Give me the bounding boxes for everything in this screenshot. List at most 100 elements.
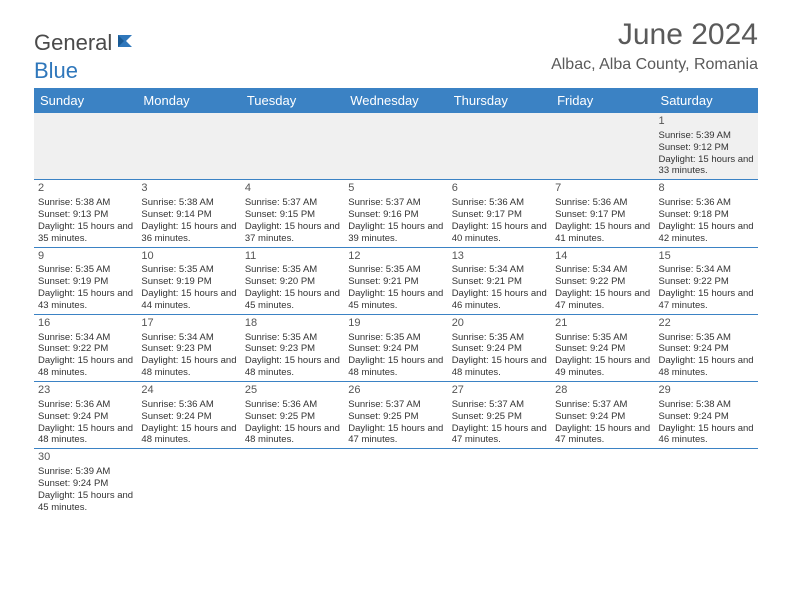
logo: General	[34, 30, 144, 56]
calendar: Sunday Monday Tuesday Wednesday Thursday…	[34, 88, 758, 516]
sunset-text: Sunset: 9:19 PM	[38, 276, 133, 288]
daylight-text: Daylight: 15 hours and 47 minutes.	[555, 423, 650, 447]
week-row: 30Sunrise: 5:39 AMSunset: 9:24 PMDayligh…	[34, 449, 758, 515]
location-text: Albac, Alba County, Romania	[551, 56, 758, 74]
day-number: 18	[245, 317, 340, 331]
sunset-text: Sunset: 9:22 PM	[555, 276, 650, 288]
daylight-text: Daylight: 15 hours and 48 minutes.	[141, 423, 236, 447]
day-number: 15	[659, 250, 754, 264]
daylight-text: Daylight: 15 hours and 35 minutes.	[38, 221, 133, 245]
sunset-text: Sunset: 9:21 PM	[452, 276, 547, 288]
day-number: 20	[452, 317, 547, 331]
calendar-cell: 5Sunrise: 5:37 AMSunset: 9:16 PMDaylight…	[344, 180, 447, 246]
sunset-text: Sunset: 9:24 PM	[38, 411, 133, 423]
daylight-text: Daylight: 15 hours and 48 minutes.	[141, 355, 236, 379]
calendar-cell	[448, 449, 551, 515]
day-number: 23	[38, 384, 133, 398]
day-number: 7	[555, 182, 650, 196]
sunset-text: Sunset: 9:24 PM	[555, 343, 650, 355]
daylight-text: Daylight: 15 hours and 33 minutes.	[659, 154, 754, 178]
weeks-container: 1Sunrise: 5:39 AMSunset: 9:12 PMDaylight…	[34, 113, 758, 516]
sunrise-text: Sunrise: 5:38 AM	[659, 399, 754, 411]
day-headers-row: Sunday Monday Tuesday Wednesday Thursday…	[34, 88, 758, 113]
daylight-text: Daylight: 15 hours and 48 minutes.	[659, 355, 754, 379]
sunset-text: Sunset: 9:24 PM	[659, 411, 754, 423]
sunset-text: Sunset: 9:15 PM	[245, 209, 340, 221]
calendar-cell: 18Sunrise: 5:35 AMSunset: 9:23 PMDayligh…	[241, 315, 344, 381]
calendar-cell: 29Sunrise: 5:38 AMSunset: 9:24 PMDayligh…	[655, 382, 758, 448]
sunrise-text: Sunrise: 5:37 AM	[555, 399, 650, 411]
calendar-cell: 6Sunrise: 5:36 AMSunset: 9:17 PMDaylight…	[448, 180, 551, 246]
daylight-text: Daylight: 15 hours and 42 minutes.	[659, 221, 754, 245]
day-number: 27	[452, 384, 547, 398]
day-number: 1	[659, 115, 754, 129]
daylight-text: Daylight: 15 hours and 43 minutes.	[38, 288, 133, 312]
day-number: 13	[452, 250, 547, 264]
sunrise-text: Sunrise: 5:34 AM	[555, 264, 650, 276]
day-header-tuesday: Tuesday	[241, 88, 344, 113]
calendar-cell: 2Sunrise: 5:38 AMSunset: 9:13 PMDaylight…	[34, 180, 137, 246]
daylight-text: Daylight: 15 hours and 40 minutes.	[452, 221, 547, 245]
day-number: 28	[555, 384, 650, 398]
day-number: 11	[245, 250, 340, 264]
day-header-saturday: Saturday	[655, 88, 758, 113]
sunset-text: Sunset: 9:13 PM	[38, 209, 133, 221]
calendar-cell: 8Sunrise: 5:36 AMSunset: 9:18 PMDaylight…	[655, 180, 758, 246]
calendar-cell: 25Sunrise: 5:36 AMSunset: 9:25 PMDayligh…	[241, 382, 344, 448]
daylight-text: Daylight: 15 hours and 48 minutes.	[245, 423, 340, 447]
calendar-cell: 27Sunrise: 5:37 AMSunset: 9:25 PMDayligh…	[448, 382, 551, 448]
calendar-cell: 21Sunrise: 5:35 AMSunset: 9:24 PMDayligh…	[551, 315, 654, 381]
logo-text-blue: Blue	[34, 58, 78, 84]
day-number: 12	[348, 250, 443, 264]
sunrise-text: Sunrise: 5:35 AM	[348, 332, 443, 344]
calendar-cell	[137, 449, 240, 515]
logo-flag-icon	[116, 31, 144, 56]
sunset-text: Sunset: 9:24 PM	[555, 411, 650, 423]
week-row: 23Sunrise: 5:36 AMSunset: 9:24 PMDayligh…	[34, 382, 758, 449]
daylight-text: Daylight: 15 hours and 36 minutes.	[141, 221, 236, 245]
day-number: 17	[141, 317, 236, 331]
week-row: 2Sunrise: 5:38 AMSunset: 9:13 PMDaylight…	[34, 180, 758, 247]
calendar-cell	[241, 449, 344, 515]
day-number: 14	[555, 250, 650, 264]
calendar-cell	[34, 113, 137, 179]
calendar-cell: 19Sunrise: 5:35 AMSunset: 9:24 PMDayligh…	[344, 315, 447, 381]
sunrise-text: Sunrise: 5:37 AM	[348, 197, 443, 209]
daylight-text: Daylight: 15 hours and 47 minutes.	[348, 423, 443, 447]
calendar-cell: 22Sunrise: 5:35 AMSunset: 9:24 PMDayligh…	[655, 315, 758, 381]
day-number: 10	[141, 250, 236, 264]
calendar-cell	[448, 113, 551, 179]
day-number: 4	[245, 182, 340, 196]
sunset-text: Sunset: 9:17 PM	[555, 209, 650, 221]
sunrise-text: Sunrise: 5:39 AM	[38, 466, 133, 478]
sunset-text: Sunset: 9:16 PM	[348, 209, 443, 221]
day-number: 5	[348, 182, 443, 196]
daylight-text: Daylight: 15 hours and 39 minutes.	[348, 221, 443, 245]
daylight-text: Daylight: 15 hours and 46 minutes.	[659, 423, 754, 447]
calendar-cell: 11Sunrise: 5:35 AMSunset: 9:20 PMDayligh…	[241, 248, 344, 314]
calendar-cell: 3Sunrise: 5:38 AMSunset: 9:14 PMDaylight…	[137, 180, 240, 246]
header: General June 2024 Albac, Alba County, Ro…	[0, 0, 792, 80]
daylight-text: Daylight: 15 hours and 47 minutes.	[659, 288, 754, 312]
sunrise-text: Sunrise: 5:35 AM	[348, 264, 443, 276]
title-block: June 2024 Albac, Alba County, Romania	[551, 18, 758, 74]
day-header-friday: Friday	[551, 88, 654, 113]
calendar-cell: 17Sunrise: 5:34 AMSunset: 9:23 PMDayligh…	[137, 315, 240, 381]
week-row: 16Sunrise: 5:34 AMSunset: 9:22 PMDayligh…	[34, 315, 758, 382]
daylight-text: Daylight: 15 hours and 46 minutes.	[452, 288, 547, 312]
calendar-cell	[137, 113, 240, 179]
calendar-cell	[655, 449, 758, 515]
daylight-text: Daylight: 15 hours and 48 minutes.	[245, 355, 340, 379]
daylight-text: Daylight: 15 hours and 45 minutes.	[348, 288, 443, 312]
day-number: 29	[659, 384, 754, 398]
sunrise-text: Sunrise: 5:35 AM	[245, 264, 340, 276]
calendar-cell: 23Sunrise: 5:36 AMSunset: 9:24 PMDayligh…	[34, 382, 137, 448]
sunset-text: Sunset: 9:14 PM	[141, 209, 236, 221]
calendar-cell	[344, 113, 447, 179]
sunset-text: Sunset: 9:25 PM	[452, 411, 547, 423]
calendar-cell	[241, 113, 344, 179]
daylight-text: Daylight: 15 hours and 44 minutes.	[141, 288, 236, 312]
logo-text-general: General	[34, 30, 112, 56]
daylight-text: Daylight: 15 hours and 47 minutes.	[555, 288, 650, 312]
month-title: June 2024	[551, 18, 758, 52]
